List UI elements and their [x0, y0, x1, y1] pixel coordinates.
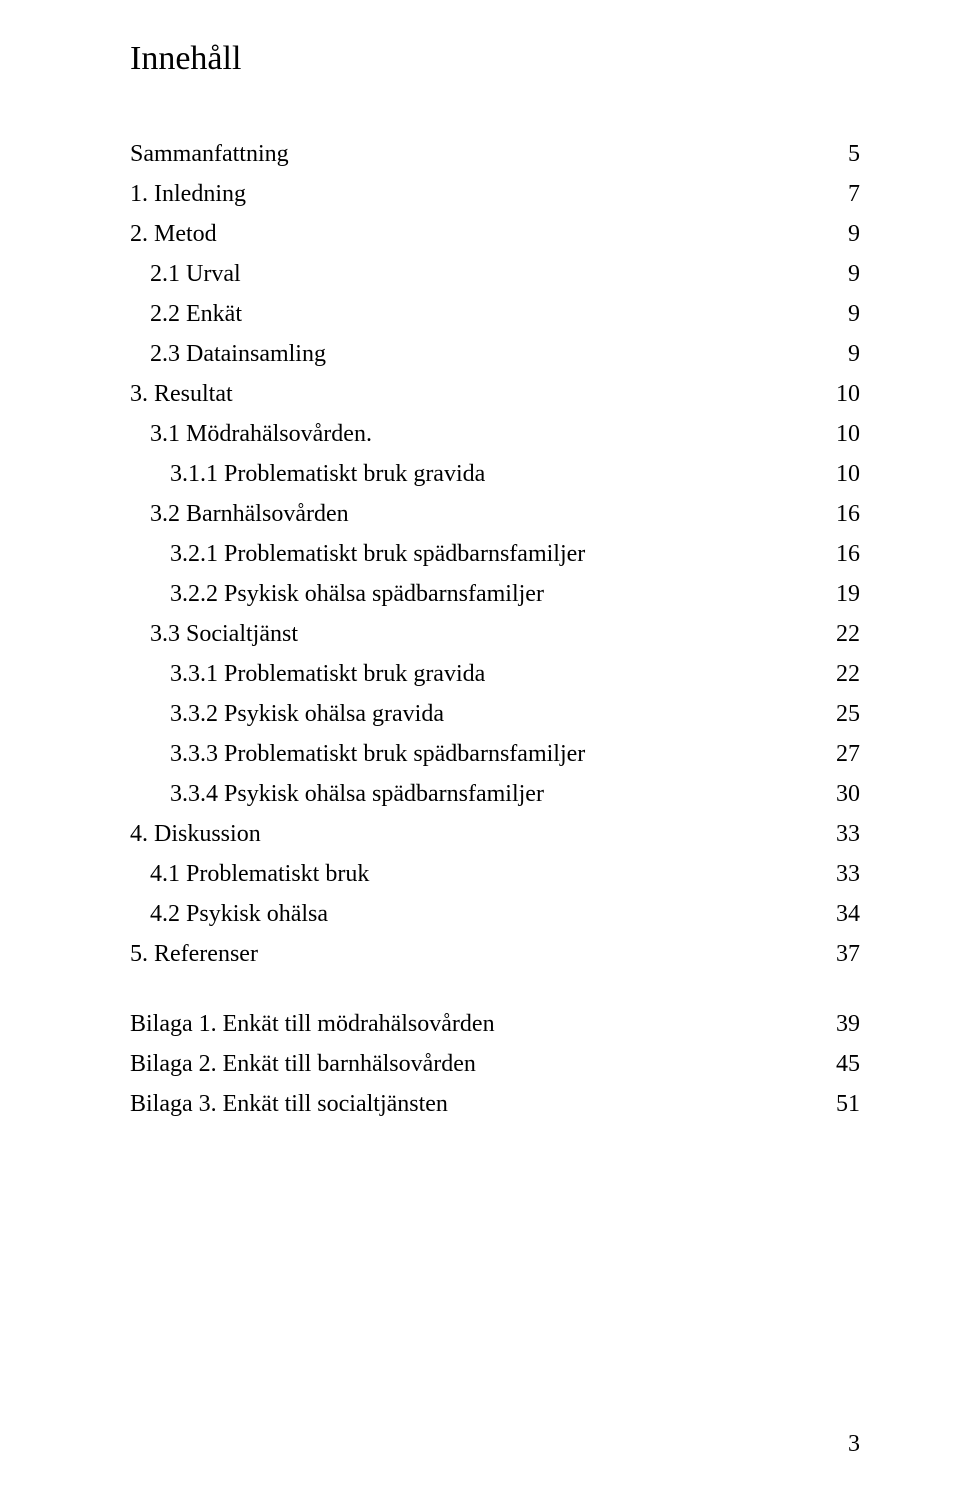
- toc-title: Innehåll: [130, 40, 860, 78]
- toc-row: Bilaga 2. Enkät till barnhälsovården 45: [130, 1044, 860, 1084]
- toc-row-label: 3.1.1 Problematiskt bruk gravida: [170, 454, 485, 494]
- toc-row-page: 19: [810, 574, 860, 614]
- toc-row-page: 16: [810, 534, 860, 574]
- toc-row-page: 9: [810, 214, 860, 254]
- toc-row: 1. Inledning 7: [130, 174, 860, 214]
- toc-row-page: 30: [810, 774, 860, 814]
- document-page: Innehåll Sammanfattning51. Inledning72. …: [0, 0, 960, 1124]
- toc-row-page: 34: [810, 894, 860, 934]
- toc-row: 3.2.1 Problematiskt bruk spädbarnsfamilj…: [130, 534, 860, 574]
- toc-row-page: 9: [810, 294, 860, 334]
- toc-row-label: 4.1 Problematiskt bruk: [150, 854, 369, 894]
- toc-row: 2. Metod 9: [130, 214, 860, 254]
- toc-row-label: 3.1 Mödrahälsovården.: [150, 414, 372, 454]
- toc-row-label: 3.3.2 Psykisk ohälsa gravida: [170, 694, 444, 734]
- toc-row: 3.3.1 Problematiskt bruk gravida 22: [130, 654, 860, 694]
- toc-row: 3.2.2 Psykisk ohälsa spädbarnsfamiljer 19: [130, 574, 860, 614]
- toc-row-page: 22: [810, 614, 860, 654]
- toc-row: 3.3.3 Problematiskt bruk spädbarnsfamilj…: [130, 734, 860, 774]
- toc-row-label: 2.2 Enkät: [150, 294, 242, 334]
- toc-row-page: 25: [810, 694, 860, 734]
- toc-row-label: 3.3.4 Psykisk ohälsa spädbarnsfamiljer: [170, 774, 544, 814]
- toc-row-label: 2.1 Urval: [150, 254, 241, 294]
- toc-row-label: Bilaga 2. Enkät till barnhälsovården: [130, 1044, 476, 1084]
- toc-row: 2.1 Urval 9: [130, 254, 860, 294]
- toc-row-label: 3.2.2 Psykisk ohälsa spädbarnsfamiljer: [170, 574, 544, 614]
- toc-row-page: 22: [810, 654, 860, 694]
- toc-row-page: 10: [810, 454, 860, 494]
- toc-row-label: 4.2 Psykisk ohälsa: [150, 894, 328, 934]
- toc-row-page: 10: [810, 414, 860, 454]
- toc-row: 4. Diskussion 33: [130, 814, 860, 854]
- toc-row-label: Bilaga 1. Enkät till mödrahälsovården: [130, 1004, 495, 1044]
- toc-row-label: 3.2.1 Problematiskt bruk spädbarnsfamilj…: [170, 534, 585, 574]
- toc-row: 5. Referenser 37: [130, 934, 860, 974]
- toc-row: Sammanfattning 5: [130, 134, 860, 174]
- toc-row-label: 3.2 Barnhälsovården: [150, 494, 349, 534]
- toc-row-page: 27: [810, 734, 860, 774]
- toc-row-label: 3.3.3 Problematiskt bruk spädbarnsfamilj…: [170, 734, 585, 774]
- toc-row-page: 5: [810, 134, 860, 174]
- toc-row-label: 5. Referenser: [130, 934, 258, 974]
- toc-row-page: 51: [810, 1084, 860, 1124]
- toc-row: 2.3 Datainsamling 9: [130, 334, 860, 374]
- table-of-contents: Sammanfattning51. Inledning72. Metod92.1…: [130, 134, 860, 1124]
- toc-row: 3.3.2 Psykisk ohälsa gravida 25: [130, 694, 860, 734]
- toc-row-page: 37: [810, 934, 860, 974]
- toc-row-label: 2.3 Datainsamling: [150, 334, 326, 374]
- toc-row-page: 7: [810, 174, 860, 214]
- toc-row-label: 2. Metod: [130, 214, 217, 254]
- page-number-footer: 3: [848, 1431, 860, 1458]
- toc-row: 4.1 Problematiskt bruk 33: [130, 854, 860, 894]
- toc-row-page: 16: [810, 494, 860, 534]
- toc-row-label: 1. Inledning: [130, 174, 246, 214]
- toc-row: Bilaga 1. Enkät till mödrahälsovården 39: [130, 1004, 860, 1044]
- toc-row-label: 3.3.1 Problematiskt bruk gravida: [170, 654, 485, 694]
- toc-row: 3. Resultat 10: [130, 374, 860, 414]
- toc-row-page: 9: [810, 254, 860, 294]
- toc-row: 2.2 Enkät 9: [130, 294, 860, 334]
- toc-row: 3.3 Socialtjänst 22: [130, 614, 860, 654]
- toc-row: 3.3.4 Psykisk ohälsa spädbarnsfamiljer 30: [130, 774, 860, 814]
- toc-row-label: 3. Resultat: [130, 374, 233, 414]
- toc-row: Bilaga 3. Enkät till socialtjänsten 51: [130, 1084, 860, 1124]
- toc-row-label: Bilaga 3. Enkät till socialtjänsten: [130, 1084, 448, 1124]
- toc-row-label: 3.3 Socialtjänst: [150, 614, 298, 654]
- toc-row: 3.1 Mödrahälsovården. 10: [130, 414, 860, 454]
- toc-row-page: 33: [810, 854, 860, 894]
- toc-row-page: 9: [810, 334, 860, 374]
- toc-row: 4.2 Psykisk ohälsa 34: [130, 894, 860, 934]
- toc-row-page: 33: [810, 814, 860, 854]
- toc-row-page: 45: [810, 1044, 860, 1084]
- toc-row: 3.1.1 Problematiskt bruk gravida 10: [130, 454, 860, 494]
- toc-row-page: 39: [810, 1004, 860, 1044]
- toc-row-label: 4. Diskussion: [130, 814, 261, 854]
- toc-row-label: Sammanfattning: [130, 134, 289, 174]
- toc-row-page: 10: [810, 374, 860, 414]
- toc-row: 3.2 Barnhälsovården 16: [130, 494, 860, 534]
